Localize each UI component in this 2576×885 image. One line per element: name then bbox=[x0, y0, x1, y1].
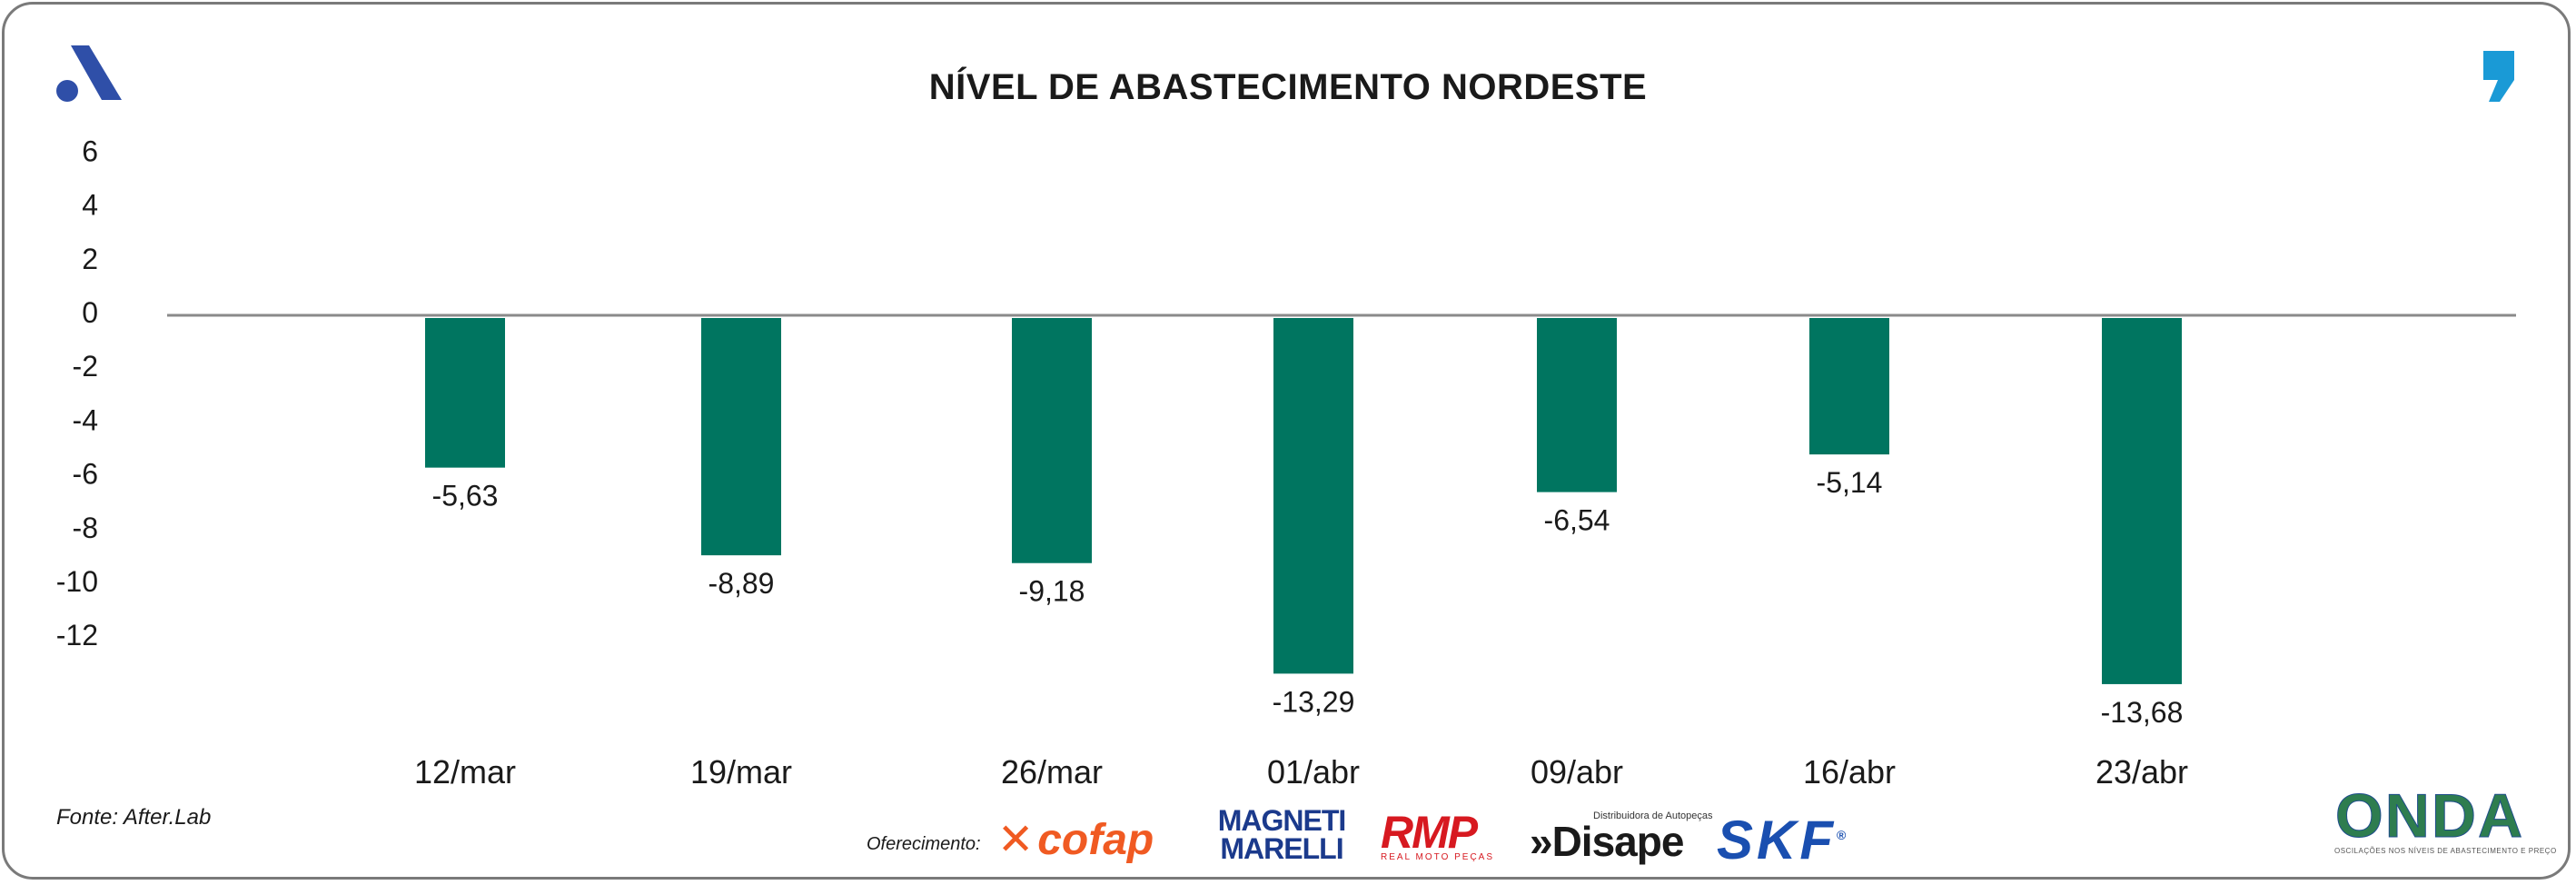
bar-19/mar bbox=[701, 318, 781, 556]
magneti-logo-line1: MAGNETI bbox=[1217, 804, 1347, 837]
bar-23/abr bbox=[2102, 318, 2182, 684]
disape-logo: Distribuidora de Autopeças »Disape bbox=[1530, 810, 1713, 865]
x-tick-label: 23/abr bbox=[2095, 753, 2188, 791]
data-labels: -5,63 -8,89 -9,18 -13,29 -6,54 -5,14 -13,68 bbox=[432, 466, 2184, 729]
magneti-logo-line2: MARELLI bbox=[1220, 832, 1343, 865]
x-tick-label: 26/mar bbox=[1001, 753, 1103, 791]
disape-tagline: Distribuidora de Autopeças bbox=[1593, 810, 1713, 821]
y-tick-label: -2 bbox=[73, 350, 98, 383]
bar-12/mar bbox=[425, 318, 505, 468]
data-label: -9,18 bbox=[1019, 575, 1085, 608]
y-tick-label: 4 bbox=[82, 189, 98, 222]
y-tick-label: 6 bbox=[82, 134, 98, 167]
data-label: -5,14 bbox=[1817, 466, 1883, 499]
chart-title: NÍVEL DE ABASTECIMENTO NORDESTE bbox=[928, 67, 1648, 107]
x-tick-label: 16/abr bbox=[1803, 753, 1896, 791]
bars bbox=[425, 318, 2182, 684]
y-tick-label: 0 bbox=[82, 296, 98, 329]
onda-tagline: OSCILAÇÕES NOS NÍVEIS DE ABASTECIMENTO E… bbox=[2334, 847, 2557, 855]
magneti-marelli-logo: MAGNETI MARELLI bbox=[1217, 804, 1347, 865]
onda-logo: ONDA OSCILAÇÕES NOS NÍVEIS DE ABASTECIME… bbox=[2334, 781, 2557, 856]
cofap-logo: ✕cofap bbox=[997, 814, 1154, 865]
bar-09/abr bbox=[1537, 318, 1617, 492]
registered-mark-icon: ® bbox=[1837, 828, 1850, 842]
bar-26/mar bbox=[1012, 318, 1092, 563]
y-tick-label: -10 bbox=[56, 565, 98, 598]
sponsor-label: Oferecimento: bbox=[867, 834, 981, 854]
x-tick-label: 12/mar bbox=[414, 753, 516, 791]
bar-16/abr bbox=[1809, 318, 1889, 455]
skf-logo-text: SKF bbox=[1717, 810, 1837, 870]
rmp-logo-text: RMP bbox=[1381, 807, 1478, 858]
data-label: -13,29 bbox=[1273, 685, 1355, 718]
onda-logo-text: ONDA bbox=[2334, 781, 2525, 850]
y-tick-label: -12 bbox=[56, 619, 98, 651]
x-tick-label: 09/abr bbox=[1531, 753, 1623, 791]
bar-01/abr bbox=[1273, 318, 1353, 674]
data-label: -6,54 bbox=[1544, 504, 1610, 537]
x-tick-label: 19/mar bbox=[690, 753, 792, 791]
quote-mark-icon bbox=[2483, 51, 2514, 102]
source-note: Fonte: After.Lab bbox=[56, 805, 212, 830]
y-tick-label: -4 bbox=[73, 403, 98, 436]
after-lab-a-logo-icon bbox=[56, 45, 122, 102]
disape-logo-text: »Disape bbox=[1530, 818, 1684, 865]
data-label: -5,63 bbox=[432, 480, 499, 512]
y-tick-label: -8 bbox=[73, 512, 98, 544]
rmp-tagline: REAL MOTO PEÇAS bbox=[1381, 852, 1495, 862]
y-tick-label: 2 bbox=[82, 243, 98, 275]
data-label: -13,68 bbox=[2101, 696, 2184, 729]
rmp-logo: RMP REAL MOTO PEÇAS bbox=[1381, 807, 1495, 862]
x-axis-ticks: 12/mar 19/mar 26/mar 01/abr 09/abr 16/abr 23/a… bbox=[414, 753, 2188, 791]
x-tick-label: 01/abr bbox=[1267, 753, 1360, 791]
y-tick-label: -6 bbox=[73, 458, 98, 491]
skf-logo: SKF® bbox=[1717, 809, 1849, 871]
cofap-logo-text: cofap bbox=[1037, 816, 1154, 864]
cofap-x-icon: ✕ bbox=[997, 816, 1035, 864]
y-axis-ticks: 6 4 2 0 -2 -4 -6 -8 -10 -12 bbox=[56, 134, 98, 651]
data-label: -8,89 bbox=[708, 567, 775, 600]
